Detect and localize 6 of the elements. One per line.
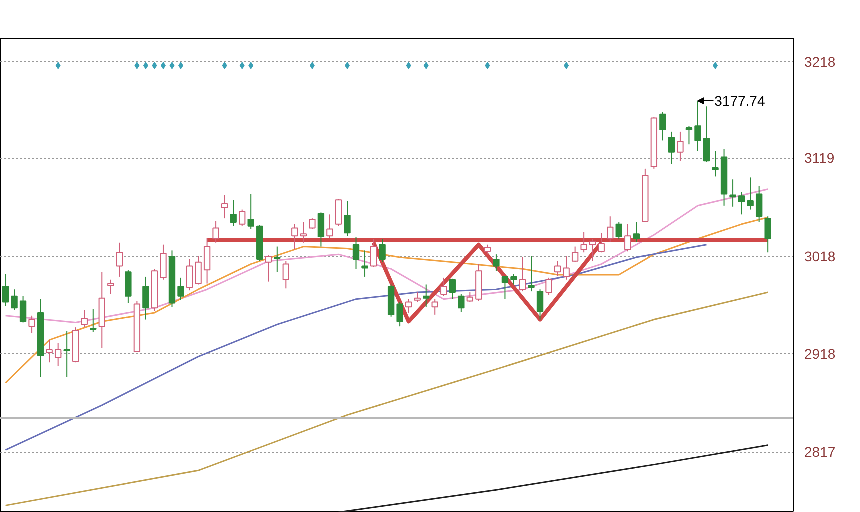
y-tick-label: 2817 — [804, 444, 836, 460]
y-tick-label: 3018 — [804, 248, 836, 265]
y-tick-label: 3119 — [804, 150, 835, 166]
y-tick-label: 3218 — [804, 54, 836, 70]
annotation: 3177.74 — [714, 93, 766, 110]
y-tick-label: 2918 — [804, 346, 836, 362]
